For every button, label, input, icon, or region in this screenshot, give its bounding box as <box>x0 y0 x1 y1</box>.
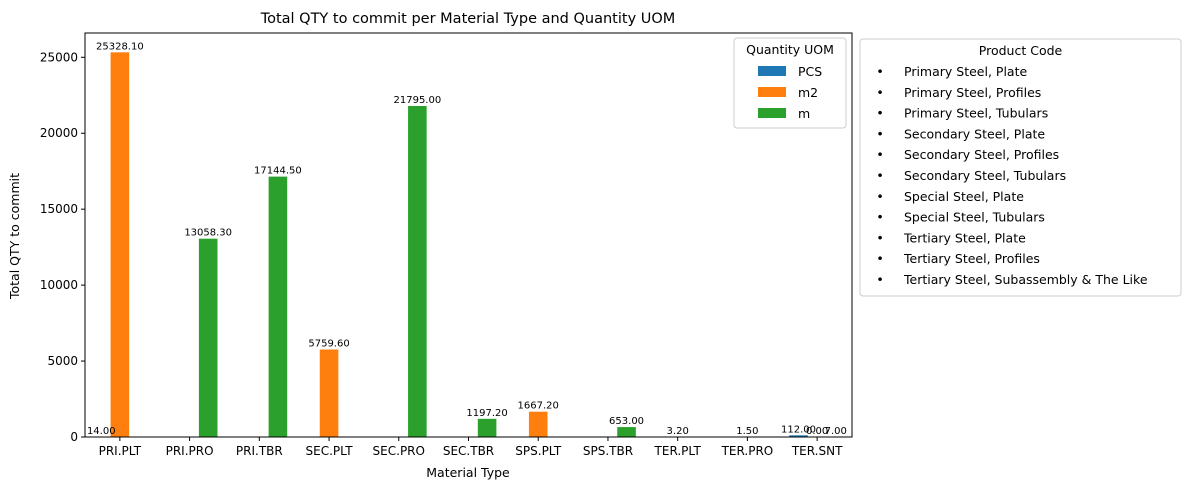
legend-product-title: Product Code <box>979 43 1063 58</box>
legend-bullet-icon: • <box>876 106 883 121</box>
legend-product-code: Product Code • Primary Steel, Plate • Primar… <box>859 38 1182 297</box>
bars-layer <box>91 52 846 438</box>
legend-bullet-icon: • <box>876 230 883 245</box>
y-tick-label: 20000 <box>40 126 78 140</box>
legend-product-entry-special-steel-tubulars: Special Steel, Tubulars <box>904 210 1045 225</box>
legend-product-entry-tertiary-steel-subassembly-the-like: Tertiary Steel, Subassembly & The Like <box>903 272 1148 287</box>
legend-swatch-m2 <box>758 87 786 97</box>
x-tick-label-pri-tbr: PRI.TBR <box>236 444 283 458</box>
y-axis-label: Total QTY to commit <box>7 173 22 300</box>
legend-swatch-pcs <box>758 66 786 76</box>
legend-bullet-icon: • <box>876 85 883 100</box>
bar-value-label-pri-plt-pcs: 14.00 <box>87 426 116 437</box>
bar-value-label-ter-snt-m: 7.00 <box>825 426 847 437</box>
bar-value-label-sps-tbr-m: 653.00 <box>609 416 644 427</box>
bar-pri-tbr-m <box>268 176 288 438</box>
legend-product-entry-secondary-steel-plate: Secondary Steel, Plate <box>904 126 1045 141</box>
legend-bullet-icon: • <box>876 189 883 204</box>
x-tick-label-ter-pro: TER.PRO <box>721 444 774 458</box>
legend-product-entry-secondary-steel-tubulars: Secondary Steel, Tubulars <box>904 168 1066 183</box>
bar-pri-pro-m <box>198 238 218 437</box>
y-tick-label: 15000 <box>40 202 78 216</box>
y-tick-label: 0 <box>70 430 78 444</box>
bar-sec-pro-m <box>408 105 427 437</box>
legend-bullet-icon: • <box>876 272 883 287</box>
legend-bullet-icon: • <box>876 168 883 183</box>
bar-sec-plt-m2 <box>319 349 339 437</box>
x-tick-label-sps-tbr: SPS.TBR <box>583 444 633 458</box>
bar-value-label-pri-tbr-m: 17144.50 <box>254 166 302 177</box>
legend-entry-pcs: PCS <box>798 64 822 79</box>
legend-bullet-icon: • <box>876 251 883 266</box>
y-tick-label: 25000 <box>40 50 78 64</box>
y-tick-label: 5000 <box>47 354 78 368</box>
bar-ter-snt-pcs <box>789 435 808 437</box>
legend-bullet-icon: • <box>876 64 883 79</box>
bar-value-label-ter-plt-m2: 3.20 <box>667 426 689 437</box>
x-tick-label-ter-plt: TER.PLT <box>654 444 702 458</box>
legend-product-entry-special-steel-plate: Special Steel, Plate <box>904 189 1024 204</box>
bar-value-label-sec-pro-m: 21795.00 <box>394 95 442 106</box>
legend-bullet-icon: • <box>876 210 883 225</box>
legend-entry-m2: m2 <box>798 85 818 100</box>
bar-sps-tbr-m <box>617 427 636 437</box>
legend-product-entry-primary-steel-plate: Primary Steel, Plate <box>904 64 1027 79</box>
legend-bullet-icon: • <box>876 147 883 162</box>
chart-title: Total QTY to commit per Material Type an… <box>260 11 676 27</box>
legend-product-frame <box>859 38 1182 297</box>
bar-value-label-pri-pro-m: 13058.30 <box>184 228 232 239</box>
bar-sps-plt-m2 <box>528 411 548 437</box>
bar-value-label-pri-plt-m2: 25328.10 <box>96 41 144 52</box>
axes-layer: 0 5000 10000 15000 20000 25000 PRI.PLT PRI.PRO P… <box>40 32 853 458</box>
legend-product-entry-primary-steel-profiles: Primary Steel, Profiles <box>904 85 1041 100</box>
legend-quantity-uom: Quantity UOM PCS m2 m <box>733 37 847 129</box>
x-tick-label-sec-tbr: SEC.TBR <box>443 444 494 458</box>
x-axis-label: Material Type <box>426 465 510 480</box>
x-tick-label-sec-pro: SEC.PRO <box>373 444 425 458</box>
bar-labels-layer: 14.00 25328.10 13058.30 17144.50 5759.60 2179… <box>87 41 847 437</box>
legend-product-entry-tertiary-steel-plate: Tertiary Steel, Plate <box>903 230 1026 245</box>
bar-value-label-sec-tbr-m: 1197.20 <box>466 408 507 419</box>
legend-uom-frame <box>733 37 847 129</box>
bar-value-label-ter-snt-m2: 0.00 <box>806 426 828 437</box>
bar-sec-tbr-m <box>477 418 497 437</box>
legend-swatch-m <box>758 108 786 118</box>
bar-value-label-ter-snt-pcs: 112.00 <box>781 424 816 435</box>
legend-entry-m: m <box>798 106 810 121</box>
legend-bullet-icon: • <box>876 126 883 141</box>
x-tick-label-pri-plt: PRI.PLT <box>99 444 142 458</box>
x-tick-label-ter-snt: TER.SNT <box>791 444 843 458</box>
bar-value-label-ter-pro-m2: 1.50 <box>736 426 758 437</box>
legend-uom-title: Quantity UOM <box>746 42 834 57</box>
bar-pri-plt-m2 <box>110 52 130 437</box>
legend-product-entry-secondary-steel-profiles: Secondary Steel, Profiles <box>904 147 1059 162</box>
bar-value-label-sec-plt-m2: 5759.60 <box>308 339 349 350</box>
x-tick-label-sec-plt: SEC.PLT <box>306 444 354 458</box>
x-tick-label-sps-plt: SPS.PLT <box>515 444 562 458</box>
bar-value-label-sps-plt-m2: 1667.20 <box>518 401 559 412</box>
x-tick-label-pri-pro: PRI.PRO <box>166 444 214 458</box>
legend-product-entry-tertiary-steel-profiles: Tertiary Steel, Profiles <box>903 251 1040 266</box>
y-tick-label: 10000 <box>40 278 78 292</box>
legend-product-entry-primary-steel-tubulars: Primary Steel, Tubulars <box>904 106 1048 121</box>
